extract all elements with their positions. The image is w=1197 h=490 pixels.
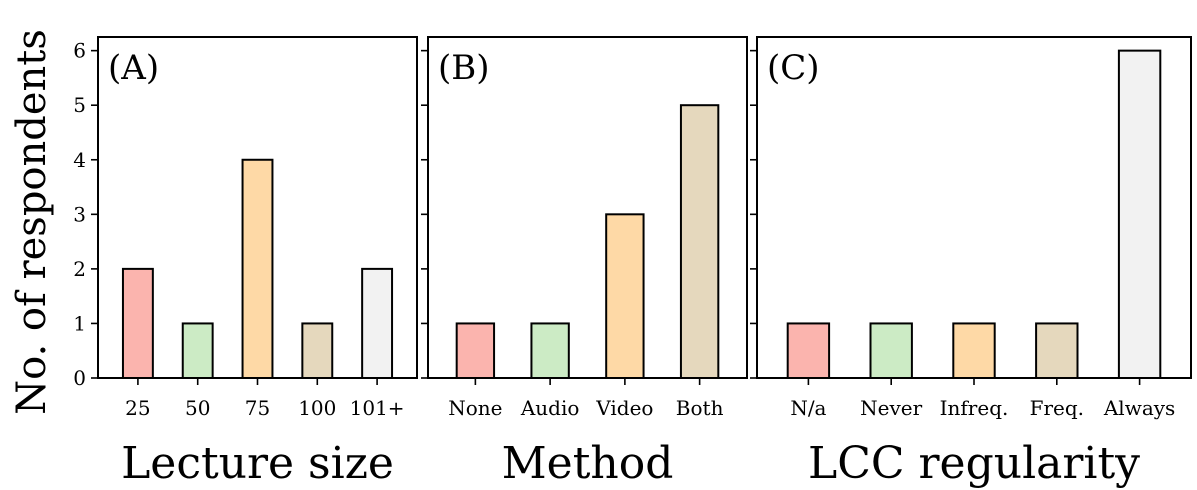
x-axis-label: Method [502, 438, 674, 489]
y-tick-label: 5 [73, 93, 86, 117]
bar-None [455, 322, 496, 380]
panel-3: N/a Never Infreq. Freq. Always (C) LCC regular… [750, 36, 1192, 489]
x-tick-label: 100 [298, 396, 336, 420]
bar-50 [181, 322, 214, 380]
x-tick-label: Both [676, 396, 724, 420]
bar-Freq. [1035, 322, 1079, 380]
x-tick-label: 101+ [350, 396, 405, 420]
axes-frame [97, 36, 418, 379]
x-tick-label: Freq. [1030, 396, 1084, 420]
x-tick-label: Infreq. [940, 396, 1009, 420]
y-axis-label: No. of respondents [9, 29, 55, 415]
panel-1: 0 1 2 3 4 5 6 25 50 75 100 101+ (A) Lecture size [73, 36, 418, 489]
x-tick-label: None [448, 396, 502, 420]
x-tick-label: Never [860, 396, 922, 420]
y-tick-label: 2 [73, 257, 86, 281]
bar-N/a [786, 322, 831, 380]
bar-Infreq. [952, 322, 996, 380]
bar-Both [679, 104, 720, 379]
bar-100 [301, 322, 334, 380]
panel-2: None Audio Video Both (B) Method [421, 36, 748, 489]
bar-Always [1117, 49, 1162, 379]
bar-Video [605, 213, 645, 379]
y-tick-label: 6 [73, 39, 86, 63]
x-tick-label: Always [1103, 396, 1175, 420]
bar-75 [241, 158, 274, 379]
y-tick-label: 4 [73, 148, 86, 172]
x-axis-label: LCC regularity [808, 438, 1140, 489]
bar-25 [121, 267, 154, 380]
x-tick-label: 50 [185, 396, 210, 420]
x-tick-label: Audio [520, 396, 580, 420]
panel-label: (B) [438, 48, 490, 88]
y-tick-label: 1 [73, 311, 86, 335]
chart-panels: 0 1 2 3 4 5 6 25 50 75 100 101+ (A) Lecture size None A… [73, 36, 1192, 489]
bar-101+ [361, 267, 394, 380]
bar-Audio [530, 322, 570, 380]
y-tick-label: 0 [73, 366, 86, 390]
x-tick-label: N/a [790, 396, 826, 420]
x-tick-label: 25 [125, 396, 150, 420]
axes-frame [427, 36, 748, 379]
panel-label: (A) [108, 48, 159, 88]
panel-label: (C) [767, 48, 820, 88]
y-tick-label: 3 [73, 202, 86, 226]
x-tick-label: 75 [245, 396, 270, 420]
x-axis-label: Lecture size [121, 438, 394, 489]
x-tick-label: Video [595, 396, 653, 420]
axes-frame [756, 36, 1192, 379]
bar-Never [869, 322, 913, 380]
